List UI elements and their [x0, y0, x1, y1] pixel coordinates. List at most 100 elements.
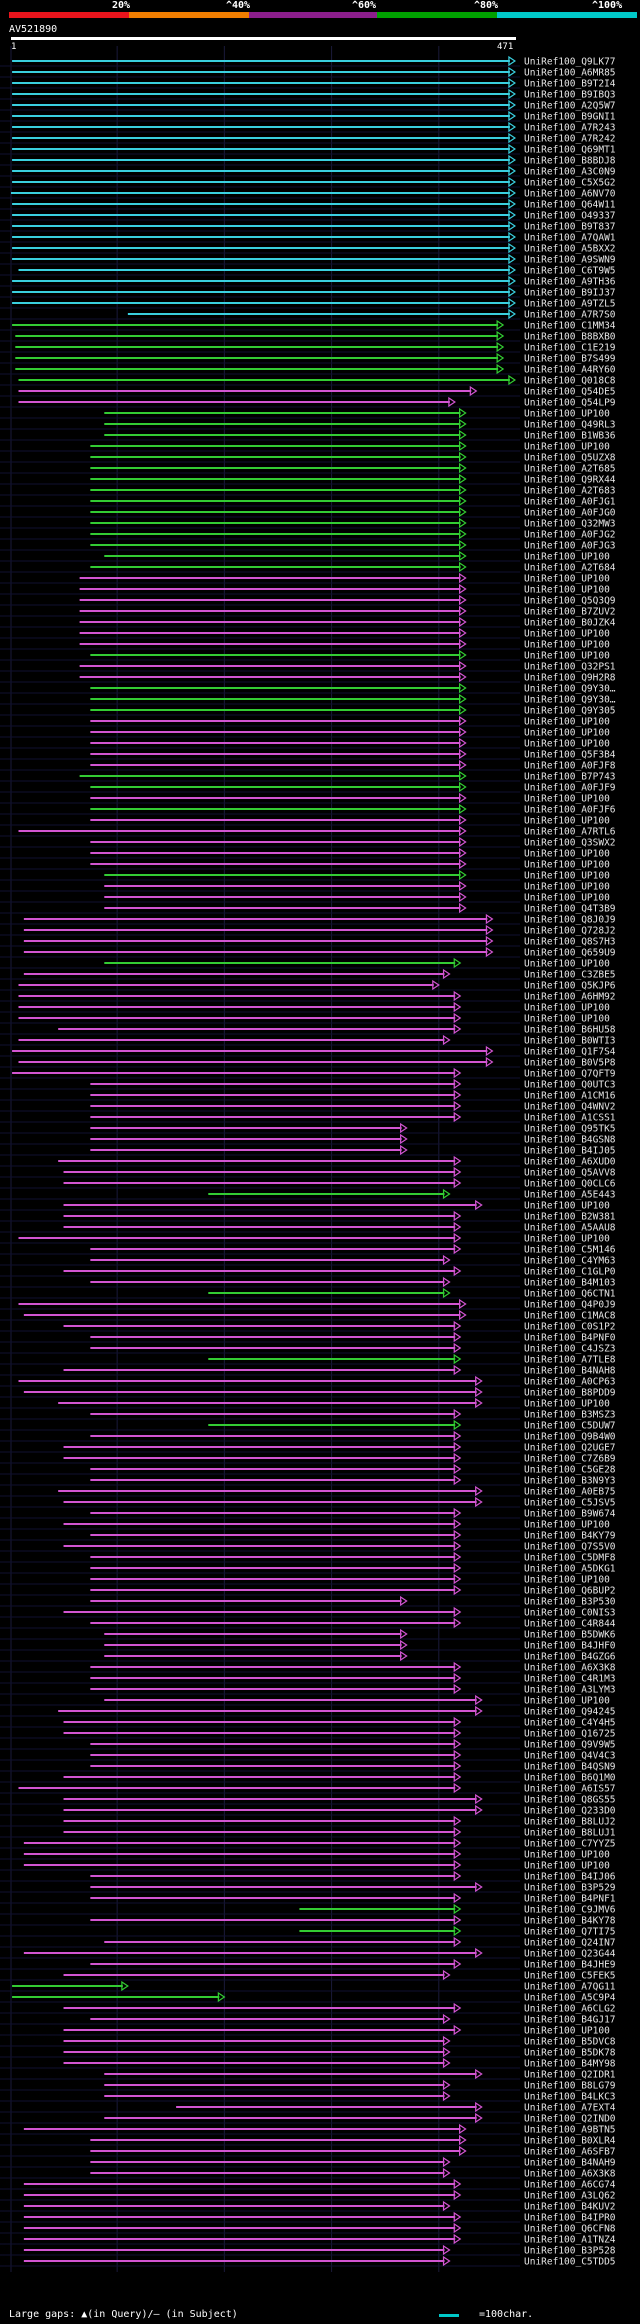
hit-arrow: [453, 1606, 462, 1618]
hit-label: UniRef100_UP100: [524, 629, 610, 640]
hit-label: UniRef100_C5M146: [524, 1245, 616, 1256]
hit-label: UniRef100_B0XLR4: [524, 2136, 616, 2147]
hit-label: UniRef100_Q4WNV2: [524, 1102, 616, 1113]
hit-label: UniRef100_A1CSS1: [524, 1113, 616, 1124]
hit-arrow: [508, 286, 517, 298]
hit-label: UniRef100_UP100: [524, 442, 610, 453]
hit-arrow: [442, 1276, 451, 1288]
hit-label: UniRef100_C4Y4H5: [524, 1718, 616, 1729]
hit-label: UniRef100_Q3SWX2: [524, 838, 616, 849]
hit-label: UniRef100_B8LUJ2: [524, 1817, 616, 1828]
hit-label: UniRef100_Q728J2: [524, 926, 616, 937]
hit-arrow: [442, 1287, 451, 1299]
hit-label: UniRef100_Q4V4C3: [524, 1751, 616, 1762]
hit-label: UniRef100_UP100: [524, 871, 610, 882]
hit-label: UniRef100_Q018C8: [524, 376, 616, 387]
hit-arrow: [508, 99, 517, 111]
hit-arrow: [453, 990, 462, 1002]
hit-label: UniRef100_A2T684: [524, 563, 616, 574]
hit-label: UniRef100_C1E219: [524, 343, 616, 354]
hit-label: UniRef100_Q2IND0: [524, 2114, 616, 2125]
hit-label: UniRef100_A6MR85: [524, 68, 616, 79]
legend-seg-purple: [249, 12, 377, 18]
hit-label: UniRef100_A6CLG2: [524, 2004, 616, 2015]
hit-label: UniRef100_B0WTI3: [524, 1036, 616, 1047]
hit-arrow: [453, 2233, 462, 2245]
hit-arrow: [459, 627, 467, 639]
hit-label: UniRef100_A6NV70: [524, 189, 616, 200]
hit-label: UniRef100_A5AAU8: [524, 1223, 616, 1234]
hit-arrow: [459, 583, 467, 595]
hit-label: UniRef100_UP100: [524, 1399, 610, 1410]
hit-arrow: [459, 550, 467, 562]
hit-arrow: [459, 726, 467, 738]
hit-label: UniRef100_UP100: [524, 1234, 610, 1245]
legend-label-60: ^60%: [352, 0, 377, 11]
hit-arrow: [508, 55, 517, 67]
hit-label: UniRef100_B0V5P8: [524, 1058, 616, 1069]
hit-label: UniRef100_B3P528: [524, 2246, 616, 2257]
hit-label: UniRef100_UP100: [524, 1520, 610, 1531]
hit-label: UniRef100_Q659U9: [524, 948, 616, 959]
hit-arrow: [453, 1551, 462, 1563]
hit-arrow: [459, 407, 467, 419]
hit-arrow: [442, 2255, 451, 2267]
hit-label: UniRef100_A2Q5W7: [524, 101, 616, 112]
hit-label: UniRef100_Q9LK77: [524, 57, 616, 68]
hit-arrow: [453, 1837, 462, 1849]
legend-seg-cyan: [497, 12, 637, 18]
hit-arrow: [453, 1562, 462, 1574]
hit-label: UniRef100_B4IJ06: [524, 1872, 616, 1883]
hit-arrow: [442, 1188, 451, 1200]
hit-label: UniRef100_B3P529: [524, 1883, 616, 1894]
hit-label: UniRef100_A0FJG0: [524, 508, 616, 519]
hit-label: UniRef100_B3MSZ3: [524, 1410, 616, 1421]
hit-arrow: [453, 2211, 462, 2223]
hit-label: UniRef100_B4LKC3: [524, 2092, 616, 2103]
hit-arrow: [453, 1012, 462, 1024]
hit-label: UniRef100_UP100: [524, 849, 610, 860]
hit-label: UniRef100_A1TNZ4: [524, 2235, 616, 2246]
hit-arrow: [459, 649, 467, 661]
hit-arrow: [485, 1045, 494, 1057]
hit-label: UniRef100_Q5Q3Q9: [524, 596, 616, 607]
hit-label: UniRef100_B9GNI1: [524, 112, 616, 123]
hit-arrow: [508, 264, 517, 276]
hit-arrow: [442, 2046, 451, 2058]
hit-arrow: [459, 660, 467, 672]
hit-arrow: [453, 1815, 462, 1827]
hit-arrow: [459, 858, 467, 870]
hit-label: UniRef100_Q8J0J9: [524, 915, 616, 926]
hit-arrow: [442, 2079, 451, 2091]
hit-label: UniRef100_A7RTL6: [524, 827, 616, 838]
hit-arrow: [453, 1408, 462, 1420]
hit-arrow: [453, 1419, 462, 1431]
hit-label: UniRef100_Q9Y305: [524, 706, 616, 717]
hit-arrow: [459, 825, 467, 837]
hit-label: UniRef100_UP100: [524, 1003, 610, 1014]
hit-arrow: [459, 539, 467, 551]
hit-arrow: [400, 1144, 408, 1156]
hit-arrow: [459, 748, 467, 760]
hit-arrow: [459, 737, 467, 749]
hit-label: UniRef100_C5X5G2: [524, 178, 616, 189]
hit-arrow: [453, 1155, 462, 1167]
footer: Large gaps: ▲(in Query)/— (in Subject) =…: [9, 2309, 639, 2321]
hit-arrow: [453, 1892, 462, 1904]
hit-arrow: [485, 924, 494, 936]
hit-arrow: [121, 1980, 129, 1992]
hit-arrow: [400, 1133, 408, 1145]
legend-label-80: ^80%: [474, 0, 499, 11]
hit-label: UniRef100_B9W674: [524, 1509, 616, 1520]
hit-arrow: [442, 1254, 451, 1266]
hit-label: UniRef100_A9BTN5: [524, 2125, 616, 2136]
hit-arrow: [442, 2090, 451, 2102]
hit-arrow: [459, 1309, 467, 1321]
hit-arrow: [453, 1001, 462, 1013]
hit-arrow: [508, 242, 517, 254]
hit-arrow: [459, 418, 467, 430]
hit-arrow: [508, 88, 517, 100]
hit-arrow: [508, 110, 517, 122]
hit-arrow: [459, 462, 467, 474]
hit-label: UniRef100_B8BXB0: [524, 332, 616, 343]
